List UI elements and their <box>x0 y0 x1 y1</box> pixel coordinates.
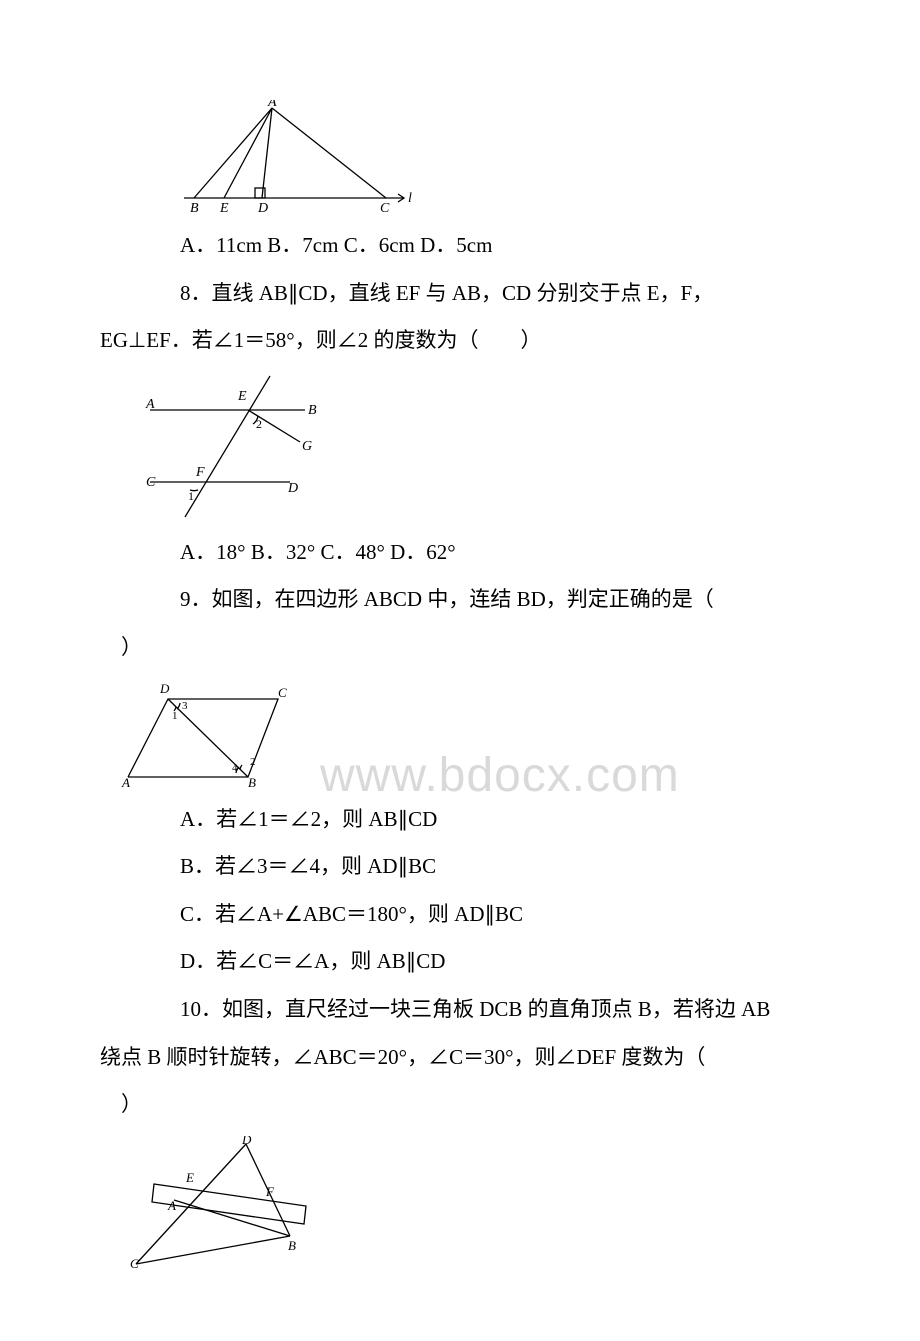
label-angle2: 2 <box>250 756 256 768</box>
label-E: E <box>185 1170 194 1185</box>
q10-stem-2: 绕点 B 顺时针旋转，∠ABC＝20°，∠C＝30°，则∠DEF 度数为（ <box>100 1041 820 1075</box>
q9-opt-a: A．若∠1＝∠2，则 AB∥CD <box>100 803 820 837</box>
q8-options: A．18° B．32° C．48° D．62° <box>100 536 820 570</box>
label-B: B <box>288 1238 296 1253</box>
label-angle1: 1 <box>188 489 194 503</box>
label-C: C <box>380 201 390 215</box>
label-angle2: 2 <box>256 417 262 431</box>
label-D: D <box>241 1136 252 1147</box>
q9-opt-b: B．若∠3＝∠4，则 AD∥BC <box>100 850 820 884</box>
label-angle4: 4 <box>232 762 238 774</box>
q10-stem-3: ） <box>100 1088 820 1122</box>
label-C: C <box>278 685 287 700</box>
label-angle3: 3 <box>182 700 188 712</box>
label-D: D <box>159 681 170 696</box>
q9-stem-2: ） <box>100 631 820 665</box>
q10-figure: C B D A E F <box>130 1136 820 1271</box>
label-A: A <box>121 775 130 789</box>
q9-figure: A B C D 1 3 2 4 <box>120 679 820 789</box>
label-A: A <box>267 100 277 110</box>
label-F: F <box>195 465 205 480</box>
label-B: B <box>308 403 317 418</box>
q9-opt-c: C．若∠A+∠ABC＝180°，则 AD∥BC <box>100 898 820 932</box>
label-l: l <box>408 191 412 206</box>
q7-options: A．11cm B．7cm C．6cm D．5cm <box>100 229 820 263</box>
label-A: A <box>145 397 155 412</box>
q9-stem-1: 9．如图，在四边形 ABCD 中，连结 BD，判定正确的是（ <box>100 583 820 617</box>
q9-opt-d: D．若∠C＝∠A，则 AB∥CD <box>100 945 820 979</box>
label-D: D <box>257 201 268 215</box>
label-D: D <box>287 481 298 496</box>
q8-stem-1: 8．直线 AB∥CD，直线 EF 与 AB，CD 分别交于点 E，F， <box>100 277 820 311</box>
label-E: E <box>237 389 247 404</box>
q8-figure: A B C D E F G 2 1 <box>140 372 820 522</box>
label-C: C <box>130 1256 139 1271</box>
q10-stem-1: 10．如图，直尺经过一块三角板 DCB 的直角顶点 B，若将边 AB <box>100 993 820 1027</box>
label-A: A <box>167 1198 176 1213</box>
label-E: E <box>219 201 229 215</box>
label-B: B <box>190 201 199 215</box>
label-C: C <box>146 475 156 490</box>
label-B: B <box>248 775 256 789</box>
label-G: G <box>302 439 312 454</box>
q7-figure: A B E D C l <box>180 100 820 215</box>
q8-stem-2: EG⊥EF．若∠1＝58°，则∠2 的度数为（ ） <box>100 324 820 358</box>
label-angle1: 1 <box>172 710 178 722</box>
label-F: F <box>265 1184 275 1199</box>
